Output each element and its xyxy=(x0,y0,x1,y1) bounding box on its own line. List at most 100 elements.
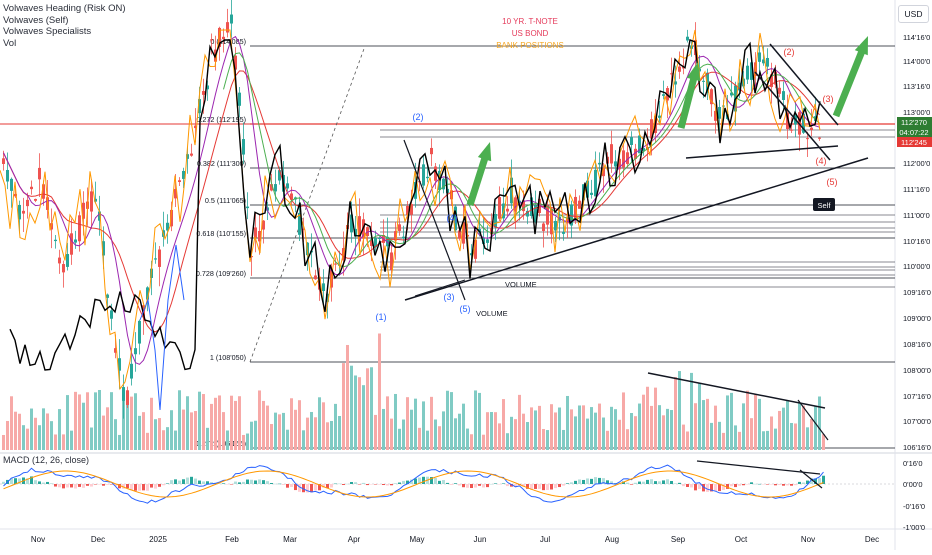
volume-bar xyxy=(790,422,793,450)
macd-histogram-bar xyxy=(726,484,729,489)
candle-body xyxy=(22,210,25,214)
fib-label: 0.728 (109'260) xyxy=(196,269,246,278)
volume-bar xyxy=(694,403,697,450)
macd-histogram-bar xyxy=(794,484,797,486)
ma-green-line xyxy=(223,52,820,268)
volume-bar xyxy=(434,419,437,450)
volume-bar xyxy=(18,413,21,450)
macd-histogram-bar xyxy=(410,479,413,484)
currency-button[interactable]: USD xyxy=(898,5,929,23)
volume-bar xyxy=(778,410,781,450)
volume-bar xyxy=(410,409,413,450)
wave-label-red: (4) xyxy=(816,156,827,166)
volume-bar xyxy=(170,410,173,450)
volume-bar xyxy=(182,409,185,450)
macd-histogram-bar xyxy=(630,484,633,485)
candle-body xyxy=(122,387,125,401)
macd-histogram-bar xyxy=(450,484,453,485)
volume-bar xyxy=(698,383,701,450)
legend-item[interactable]: Volwaves Heading (Risk ON) xyxy=(3,3,126,14)
volume-bar xyxy=(118,434,121,450)
volume-bar xyxy=(550,404,553,450)
volume-bar xyxy=(566,395,569,450)
macd-histogram-bar xyxy=(82,484,85,488)
volume-bar xyxy=(486,412,489,450)
trendline-neckline xyxy=(685,145,839,159)
legend-item[interactable]: Volwaves (Self) xyxy=(3,14,69,26)
volume-bar xyxy=(94,392,97,450)
macd-histogram-bar xyxy=(314,484,317,491)
volume-bar xyxy=(458,413,461,450)
volume-bar xyxy=(350,365,353,450)
candle-body xyxy=(746,65,749,80)
candle-body xyxy=(14,193,17,197)
volume-bar xyxy=(126,404,129,450)
macd-histogram-bar xyxy=(190,476,193,484)
green-arrow xyxy=(832,36,868,118)
volume-bar xyxy=(586,418,589,450)
candle-body xyxy=(674,81,677,85)
volume-bar xyxy=(42,408,45,450)
volume-bar xyxy=(610,406,613,450)
candle-body xyxy=(750,62,753,80)
volume-bar xyxy=(518,394,521,450)
macd-histogram-bar xyxy=(786,484,789,486)
macd-histogram-bar xyxy=(806,480,809,484)
candle-body xyxy=(458,230,461,239)
macd-histogram-bar xyxy=(626,482,629,484)
candle-body xyxy=(74,239,77,243)
macd-histogram-bar xyxy=(318,484,321,491)
candle-body xyxy=(622,150,625,168)
macd-histogram-bar xyxy=(306,484,309,493)
macd-tick-label: -1'00'0 xyxy=(903,523,925,532)
volume-bar xyxy=(810,419,813,450)
wave-label-blue: (1) xyxy=(376,312,387,322)
volume-bar xyxy=(522,413,525,450)
volume-bar xyxy=(630,413,633,450)
candle-body xyxy=(710,89,713,105)
candle-body xyxy=(758,52,761,62)
wave-label-blue: (2) xyxy=(413,112,424,122)
volume-bar xyxy=(798,402,801,450)
macd-histogram-bar xyxy=(246,479,249,484)
volume-bar xyxy=(50,421,53,450)
volume-bar xyxy=(650,405,653,450)
macd-histogram-bar xyxy=(282,484,285,485)
macd-histogram-bar xyxy=(702,484,705,492)
volume-bar xyxy=(554,412,557,450)
candle-body xyxy=(810,127,813,131)
macd-legend[interactable]: MACD (12, 26, close) xyxy=(3,455,90,465)
fib-label: 0.618 (110'155) xyxy=(196,229,246,238)
volume-bar xyxy=(310,411,313,450)
candle-body xyxy=(554,220,557,231)
macd-histogram-bar xyxy=(482,484,485,488)
legend-item[interactable]: Volwaves Specialists xyxy=(3,26,92,38)
volume-bar xyxy=(302,430,305,450)
candle-body xyxy=(298,212,301,235)
volume-bar xyxy=(178,390,181,450)
volume-bar xyxy=(646,386,649,450)
candle-body xyxy=(158,249,161,267)
volume-bar xyxy=(398,428,401,450)
macd-histogram-bar xyxy=(186,477,189,484)
time-axis: Nov Dec 2025 Feb Mar Apr May Jun Jul Aug Sep Oct Nov… xyxy=(31,535,879,544)
volume-bar xyxy=(510,416,513,450)
volume-bar xyxy=(470,434,473,450)
macd-histogram-bar xyxy=(386,484,389,486)
macd-histogram-bar xyxy=(222,483,225,484)
volume-bar xyxy=(206,427,209,450)
volume-bar xyxy=(266,405,269,450)
last-price-badge xyxy=(897,117,932,127)
fib-label: 0 (114'085) xyxy=(210,37,246,46)
volume-bar xyxy=(250,421,253,450)
time-tick-label: Dec xyxy=(91,535,105,544)
macd-histogram-bar xyxy=(406,480,409,484)
legend-item[interactable]: Vol xyxy=(3,37,17,49)
volume-bar xyxy=(322,402,325,450)
wave-label-blue: (3) xyxy=(444,292,455,302)
candle-body xyxy=(18,204,21,220)
volume-bar xyxy=(218,395,221,450)
macd-histogram-bar xyxy=(466,484,469,488)
